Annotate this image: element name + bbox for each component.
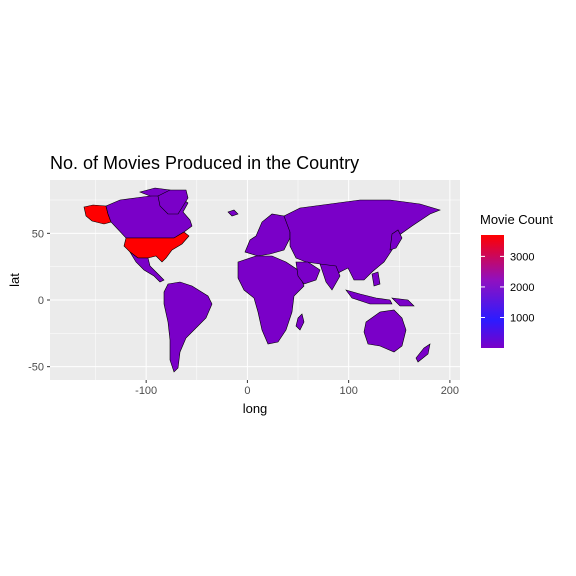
region-africa <box>237 255 305 345</box>
region-south-america <box>163 281 213 373</box>
region-india <box>319 263 341 291</box>
region-indonesia <box>345 289 393 305</box>
y-axis-title: lat <box>7 273 22 287</box>
y-axis-ticks: -50 0 50 <box>28 228 50 374</box>
region-greenland <box>157 189 189 215</box>
region-asia <box>283 199 441 281</box>
legend-colorbar <box>481 235 504 348</box>
map-regions <box>83 187 441 373</box>
x-axis-ticks: -100 0 100 200 <box>135 380 459 397</box>
x-tick-label: 0 <box>244 385 250 397</box>
legend-label: 1000 <box>510 312 534 324</box>
region-iceland <box>227 209 239 217</box>
region-arabia <box>295 261 321 285</box>
legend-label: 2000 <box>510 282 534 294</box>
x-tick-label: 100 <box>339 385 357 397</box>
region-new-guinea <box>391 297 415 307</box>
region-mexico <box>129 251 165 283</box>
region-madagascar <box>295 313 305 331</box>
x-tick-label: -100 <box>135 385 157 397</box>
region-japan <box>389 229 403 251</box>
y-tick-label: -50 <box>28 362 44 374</box>
region-new-zealand <box>415 343 431 363</box>
legend-ticks: 1000 2000 3000 <box>481 251 534 324</box>
y-tick-label: 0 <box>38 295 44 307</box>
chart-title: No. of Movies Produced in the Country <box>50 153 360 173</box>
x-tick-label: 200 <box>441 385 459 397</box>
x-axis-title: long <box>243 401 268 416</box>
legend-title: Movie Count <box>480 212 553 227</box>
legend-label: 3000 <box>510 251 534 263</box>
region-australia <box>363 309 407 353</box>
y-tick-label: 50 <box>32 228 44 240</box>
region-philippines <box>371 271 381 287</box>
